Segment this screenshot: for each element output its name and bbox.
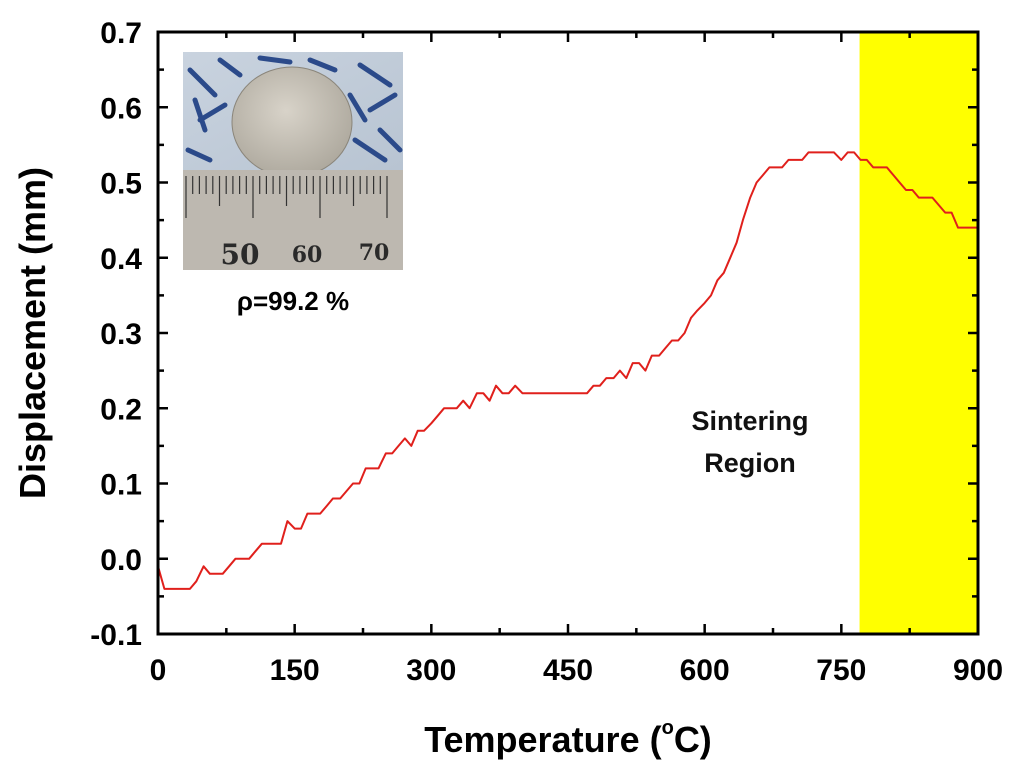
density-caption: ρ=99.2 % [237, 286, 349, 316]
x-tick-labels: 0 150 300 450 600 750 900 [150, 654, 1003, 687]
sintering-region-label: Sintering [691, 406, 808, 436]
x-tick-label: 150 [270, 654, 320, 687]
fabric-pattern [185, 55, 403, 163]
y-tick-labels: -0.1 0.0 0.1 0.2 0.3 0.4 0.5 0.6 0.7 [90, 17, 142, 652]
pellet [231, 66, 353, 178]
x-axis-title: Temperature (oC) [424, 717, 712, 760]
x-tick-label: 900 [953, 654, 1003, 687]
y-tick-label: 0.7 [100, 17, 142, 50]
y-tick-label: 0.0 [100, 544, 142, 577]
y-tick-label: 0.2 [100, 393, 142, 426]
x-tick-label: 0 [150, 654, 167, 687]
y-tick-label: 0.5 [100, 168, 142, 201]
sintering-region-label-line2: Region [704, 448, 796, 478]
ruler-label-60: 60 [292, 242, 323, 268]
displacement-series-line [157, 151, 978, 590]
y-tick-label: 0.6 [100, 92, 142, 125]
ruler-ticks [185, 176, 388, 218]
x-tick-label: 450 [543, 654, 593, 687]
x-tick-label: 750 [816, 654, 866, 687]
inset-photo: 50 60 70 ρ=99.2 % [183, 52, 403, 316]
y-tick-label: -0.1 [90, 619, 142, 652]
axis-ticks [156, 30, 980, 636]
y-axis-title: Displacement (mm) [12, 167, 53, 499]
y-tick-label: 0.3 [100, 318, 142, 351]
y-tick-label: 0.1 [100, 469, 142, 502]
y-tick-label: 0.4 [100, 243, 142, 276]
x-tick-label: 300 [406, 654, 456, 687]
ruler-label-70: 70 [359, 240, 390, 266]
x-tick-label: 600 [680, 654, 730, 687]
sintering-region-shade [859, 32, 978, 634]
ruler-label-50: 50 [221, 238, 260, 271]
